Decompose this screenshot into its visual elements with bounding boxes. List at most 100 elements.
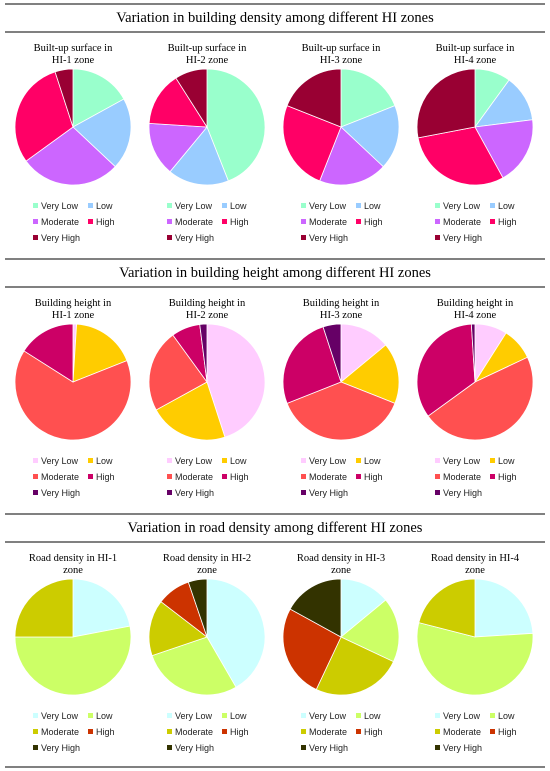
legend-swatch	[33, 745, 38, 750]
pie-slice-high	[416, 323, 476, 417]
legend-label: Low	[96, 201, 113, 211]
pie-slice-very-high	[322, 323, 342, 383]
pie-title-line: Building height in	[169, 298, 246, 309]
legend-swatch	[490, 458, 495, 463]
legend-label: Low	[498, 711, 515, 721]
pie-slice-very-high	[54, 68, 74, 128]
legend-label: Moderate	[309, 217, 347, 227]
legend-label: Moderate	[41, 727, 79, 737]
legend-swatch	[490, 219, 495, 224]
pie-slice-low	[151, 636, 237, 696]
pie-slice-moderate	[14, 350, 132, 441]
legend-swatch	[222, 729, 227, 734]
pie-slice-moderate	[148, 601, 208, 657]
pie-slice-low	[340, 344, 400, 404]
pie-slice-very-low	[72, 68, 125, 128]
pie-slice-low	[169, 126, 229, 186]
pie-title-line: Built-up surface in	[302, 43, 381, 54]
pie-slice-very-high	[470, 323, 476, 383]
pie-slice-very-high	[289, 578, 342, 638]
pie-slice-very-low	[340, 68, 396, 128]
legend-swatch	[33, 235, 38, 240]
legend-swatch	[167, 203, 172, 208]
pie-slice-very-high	[416, 68, 476, 139]
legend-label: Very Low	[41, 201, 79, 211]
legend-swatch	[88, 219, 93, 224]
pie-title-line: zone	[331, 565, 351, 576]
legend-swatch	[356, 203, 361, 208]
legend-label: Very High	[41, 233, 80, 243]
pie-slice-low	[72, 323, 128, 383]
legend-swatch	[435, 729, 440, 734]
pie-slice-high	[282, 105, 342, 182]
legend-label: Moderate	[41, 472, 79, 482]
pie-slice-high	[417, 126, 504, 186]
legend-label: High	[364, 472, 383, 482]
legend-label: Very Low	[309, 201, 347, 211]
legend-label: Moderate	[175, 472, 213, 482]
pie-slice-moderate	[315, 636, 395, 696]
legend-swatch	[167, 219, 172, 224]
section-title: Variation in building height among diffe…	[119, 265, 431, 281]
legend-swatch	[301, 203, 306, 208]
legend-label: Very High	[41, 743, 80, 753]
section-title: Variation in road density among differen…	[128, 520, 423, 536]
pie-title-line: Building height in	[437, 298, 514, 309]
legend-swatch	[490, 474, 495, 479]
legend-label: Low	[498, 456, 515, 466]
sections-group: Variation in building density among diff…	[5, 3, 545, 768]
legend-swatch	[301, 713, 306, 718]
pie-slice-low	[14, 625, 132, 696]
legend-swatch	[88, 474, 93, 479]
legend-label: Moderate	[41, 217, 79, 227]
legend-label: Very High	[41, 488, 80, 498]
pie-title-line: Road density in HI-3	[297, 553, 385, 564]
pie-title-line: HI-1 zone	[52, 310, 95, 321]
legend-swatch	[356, 474, 361, 479]
legend-label: High	[364, 727, 383, 737]
pie-slice-high	[282, 326, 342, 404]
pie-slice-very-low	[206, 68, 266, 182]
legend-swatch	[167, 729, 172, 734]
legend-label: Low	[364, 201, 381, 211]
section-3: Variation in road density among differen…	[5, 513, 545, 753]
legend-label: High	[96, 472, 115, 482]
pie-slice-moderate	[286, 381, 396, 441]
legend-label: Very High	[443, 743, 482, 753]
legend-swatch	[33, 490, 38, 495]
pie-title-line: HI-1 zone	[52, 55, 95, 66]
legend-label: Very Low	[443, 456, 481, 466]
pie-title-line: Road density in HI-2	[163, 553, 251, 564]
legend-swatch	[222, 474, 227, 479]
pie-slice-low	[416, 622, 534, 696]
pie-title-line: Building height in	[35, 298, 112, 309]
legend-swatch	[490, 729, 495, 734]
legend-swatch	[301, 235, 306, 240]
legend-label: High	[498, 217, 517, 227]
pie-title-line: Road density in HI-4	[431, 553, 520, 564]
legend-label: Very High	[309, 743, 348, 753]
legend-label: Very Low	[175, 201, 213, 211]
pie-slice-very-high	[286, 68, 342, 128]
pie-slice-very-low	[340, 323, 387, 383]
section-2: Variation in building height among diffe…	[5, 258, 545, 498]
pie-title-line: zone	[465, 565, 485, 576]
legend-swatch	[167, 745, 172, 750]
legend-swatch	[435, 490, 440, 495]
legend-swatch	[301, 745, 306, 750]
pie-slice-very-low	[206, 323, 266, 438]
legend-swatch	[301, 490, 306, 495]
legend-label: Moderate	[443, 217, 481, 227]
legend-label: High	[498, 472, 517, 482]
legend-swatch	[356, 219, 361, 224]
pie-slice-low	[340, 599, 400, 663]
pie-slice-low	[72, 98, 132, 168]
legend-swatch	[33, 729, 38, 734]
pie-title-line: HI-3 zone	[320, 55, 363, 66]
